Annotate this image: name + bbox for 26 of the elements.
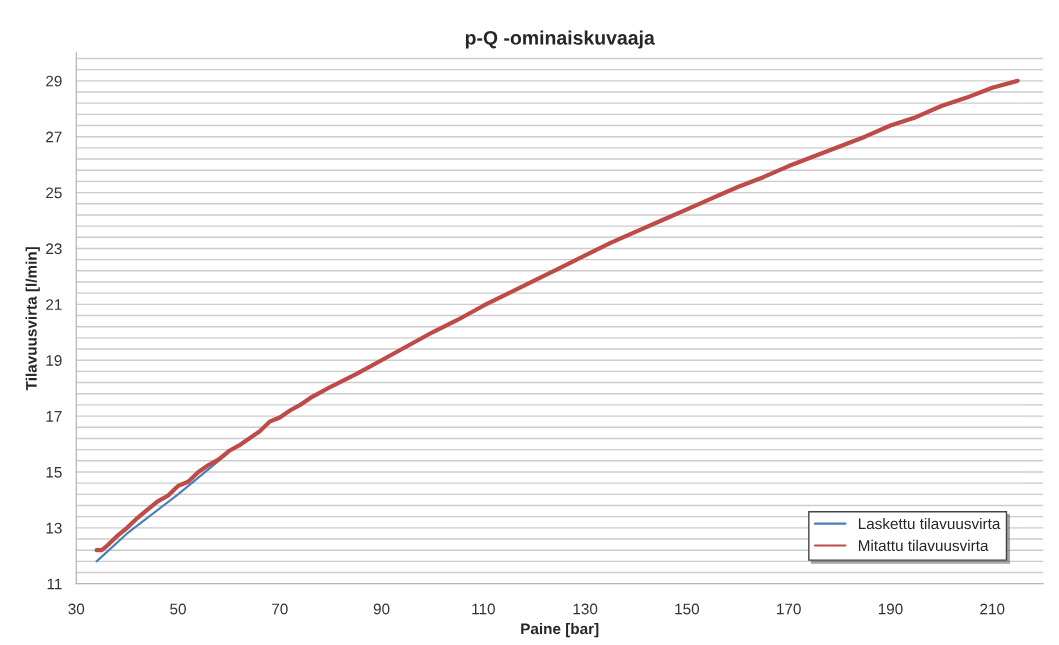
y-tick-label: 13 bbox=[46, 522, 62, 534]
x-tick-label: 170 bbox=[777, 603, 801, 615]
x-tick-label: 70 bbox=[272, 603, 288, 615]
y-tick-label: 27 bbox=[46, 131, 62, 143]
y-tick-label: 21 bbox=[46, 299, 62, 310]
x-tick-label: 30 bbox=[68, 603, 85, 615]
x-tick-label: 130 bbox=[573, 603, 598, 615]
y-tick-label: 25 bbox=[46, 187, 62, 199]
legend-label: Laskettu tilavuusvirta bbox=[858, 517, 1001, 530]
x-tick-label: 150 bbox=[675, 603, 700, 615]
x-tick-label: 50 bbox=[170, 603, 186, 615]
y-tick-label: 15 bbox=[46, 467, 62, 478]
x-tick-label: 110 bbox=[472, 603, 495, 615]
y-axis-title: Tilavuusvirta [l/min] bbox=[25, 247, 40, 391]
x-axis-title: Paine [bar] bbox=[521, 622, 599, 638]
x-tick-label: 210 bbox=[980, 603, 1005, 615]
y-tick-label: 17 bbox=[46, 411, 62, 422]
chart-title: p-Q -ominaiskuvaaja bbox=[465, 30, 655, 49]
y-tick-label: 29 bbox=[46, 75, 62, 87]
y-tick-label: 23 bbox=[46, 243, 62, 255]
y-tick-label: 11 bbox=[47, 578, 62, 590]
line-series bbox=[94, 78, 1020, 553]
x-tick-label: 90 bbox=[373, 603, 390, 615]
x-tick-label: 190 bbox=[878, 603, 903, 615]
y-tick-label: 19 bbox=[46, 355, 62, 366]
legend-label: Mitattu tilavuusvirta bbox=[858, 539, 989, 552]
